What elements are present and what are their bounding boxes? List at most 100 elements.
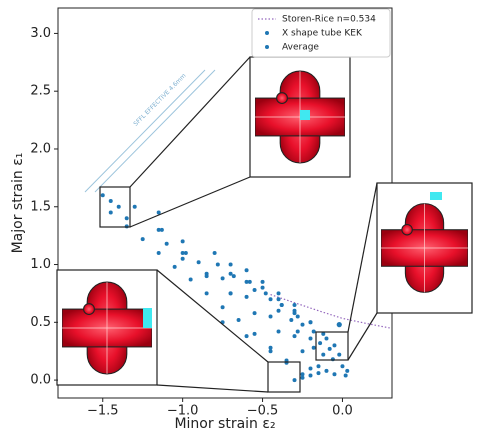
legend-label: Average <box>282 43 319 53</box>
point <box>101 193 105 197</box>
x-tick-label: 0.0 <box>332 404 353 419</box>
point <box>316 371 320 375</box>
point <box>308 320 312 324</box>
point <box>165 242 169 246</box>
point <box>189 278 193 282</box>
point <box>296 330 300 334</box>
x-tick-label: −1.0 <box>167 404 199 419</box>
point <box>160 228 164 232</box>
point <box>337 353 341 357</box>
point <box>109 211 113 215</box>
legend-swatch <box>265 45 269 49</box>
point <box>109 199 113 203</box>
point <box>331 357 335 361</box>
point <box>324 369 328 373</box>
legend-label: Storen-Rice n=0.534 <box>282 15 376 25</box>
point <box>269 346 273 350</box>
point <box>269 349 273 353</box>
point <box>221 305 225 309</box>
point <box>293 303 297 307</box>
point <box>321 353 325 357</box>
point <box>213 251 217 255</box>
chart: SFFL EFFECTIVE 4.6mm Storen-Rice n=0.534… <box>0 0 479 434</box>
point <box>301 372 305 376</box>
point <box>337 322 342 327</box>
point <box>312 346 316 350</box>
point <box>340 364 344 368</box>
legend-swatch <box>265 31 269 35</box>
point <box>261 280 265 284</box>
point <box>229 272 233 276</box>
y-tick-label: 1.0 <box>30 257 51 272</box>
point <box>248 280 252 284</box>
point <box>237 318 241 322</box>
point <box>253 288 257 292</box>
point <box>245 334 249 338</box>
point <box>296 315 300 319</box>
point <box>173 265 177 269</box>
point <box>216 263 220 267</box>
point <box>277 291 281 295</box>
point <box>316 364 320 368</box>
y-tick-label: 2.5 <box>30 84 51 99</box>
x-tick-label: −1.5 <box>87 404 119 419</box>
series-line <box>271 295 391 329</box>
point <box>332 343 336 347</box>
point <box>332 372 336 376</box>
point <box>125 224 129 228</box>
point <box>318 341 322 345</box>
point <box>344 373 348 377</box>
point <box>301 349 305 353</box>
y-tick-label: 2.0 <box>30 141 51 156</box>
page: SFFL EFFECTIVE 4.6mm Storen-Rice n=0.534… <box>0 0 479 434</box>
point <box>232 274 236 278</box>
point <box>308 367 312 371</box>
x-tick-label: −0.5 <box>247 404 279 419</box>
point <box>117 205 121 209</box>
point <box>229 263 233 267</box>
point <box>221 276 225 280</box>
point <box>261 286 265 290</box>
point <box>125 216 129 220</box>
point <box>157 251 161 255</box>
y-axis-title: Major strain ε₁ <box>10 153 26 254</box>
point <box>245 295 249 299</box>
point <box>293 378 297 382</box>
point <box>229 291 233 295</box>
point <box>181 239 185 243</box>
point <box>289 318 293 322</box>
annotation-line <box>95 70 215 192</box>
point <box>205 274 209 278</box>
point <box>308 336 312 340</box>
insets <box>57 57 472 392</box>
point <box>308 373 312 377</box>
point <box>245 268 249 272</box>
y-tick-label: 1.5 <box>30 199 51 214</box>
point <box>184 251 188 255</box>
point <box>324 336 328 340</box>
point <box>301 323 305 327</box>
legend: Storen-Rice n=0.534 X shape tube KEK Avera… <box>252 9 390 57</box>
point <box>181 257 185 261</box>
point <box>285 361 289 365</box>
y-tick-label: 0.5 <box>30 315 51 330</box>
point <box>264 291 268 295</box>
point <box>269 297 273 301</box>
point <box>133 205 137 209</box>
legend-label: X shape tube KEK <box>282 29 363 39</box>
point <box>293 334 297 338</box>
point <box>301 376 305 380</box>
point <box>253 311 257 315</box>
y-tick-label: 3.0 <box>30 26 51 41</box>
point <box>345 369 349 373</box>
annotation-line <box>85 70 205 192</box>
point <box>277 297 281 301</box>
point <box>312 330 316 334</box>
y-tick-label: 0.0 <box>30 373 51 388</box>
point <box>277 330 281 334</box>
point <box>197 260 201 264</box>
point <box>141 237 145 241</box>
point <box>277 309 281 313</box>
point <box>293 309 297 313</box>
annotation: SFFL EFFECTIVE 4.6mm <box>132 72 187 127</box>
